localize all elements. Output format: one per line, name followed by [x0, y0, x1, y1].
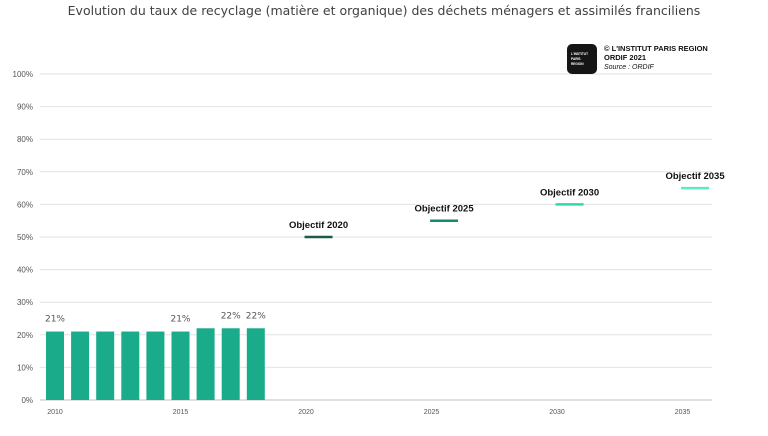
y-tick-label: 90%: [17, 103, 33, 112]
bar: [221, 328, 240, 400]
x-tick-label: 2030: [549, 409, 565, 416]
y-tick-label: 30%: [17, 298, 33, 307]
target-label: Objectif 2020: [289, 220, 348, 231]
bar-data-label: 22%: [221, 311, 241, 321]
target-label: Objectif 2030: [540, 187, 599, 198]
bar: [196, 328, 215, 400]
y-tick-label: 50%: [17, 233, 33, 242]
target-label: Objectif 2025: [414, 204, 474, 215]
bar-data-label: 21%: [170, 315, 190, 325]
bar: [71, 331, 90, 400]
institute-logo: [567, 44, 597, 74]
y-tick-label: 10%: [17, 363, 33, 372]
bar: [246, 328, 265, 400]
bar: [46, 331, 64, 400]
logo-text-3: REGION: [571, 62, 584, 66]
bar: [96, 331, 115, 400]
credit-ordif: ORDIF 2021: [604, 53, 646, 62]
target-label: Objectif 2035: [665, 171, 725, 182]
y-tick-label: 100%: [13, 70, 33, 79]
credits-block: L'INSTITUT PARIS REGION © L'INSTITUT PAR…: [567, 44, 708, 74]
bar-data-label: 22%: [246, 311, 266, 321]
bar: [146, 331, 165, 400]
x-tick-label: 2015: [173, 409, 189, 416]
gridlines: [40, 73, 712, 401]
credit-source: Source : ORDIF: [604, 64, 655, 71]
y-tick-label: 0%: [21, 396, 33, 405]
bars: 21% 21% 22% 22%: [45, 311, 266, 400]
x-tick-label: 2010: [47, 409, 63, 416]
y-tick-label: 20%: [17, 331, 33, 340]
x-axis: 2010 2015 2020 2025 2030 2035: [47, 409, 690, 416]
y-tick-label: 40%: [17, 266, 33, 275]
y-axis: 0% 10% 20% 30% 40% 50% 60% 70% 80% 90% 100%: [13, 70, 33, 405]
x-tick-label: 2035: [675, 409, 691, 416]
y-tick-label: 70%: [17, 168, 33, 177]
y-tick-label: 80%: [17, 135, 33, 144]
bar-data-label: 21%: [45, 315, 65, 325]
credit-copyright: © L'INSTITUT PARIS REGION: [604, 44, 708, 53]
x-tick-label: 2025: [424, 409, 440, 416]
x-tick-label: 2020: [298, 409, 314, 416]
bar: [121, 331, 140, 400]
chart-title: Evolution du taux de recyclage (matière …: [68, 3, 701, 18]
logo-text-2: PARIS: [571, 57, 581, 61]
y-tick-label: 60%: [17, 200, 33, 209]
targets: Objectif 2020 Objectif 2025 Objectif 2030 O…: [289, 171, 725, 239]
bar: [171, 331, 190, 400]
logo-text-1: L'INSTITUT: [571, 52, 588, 56]
